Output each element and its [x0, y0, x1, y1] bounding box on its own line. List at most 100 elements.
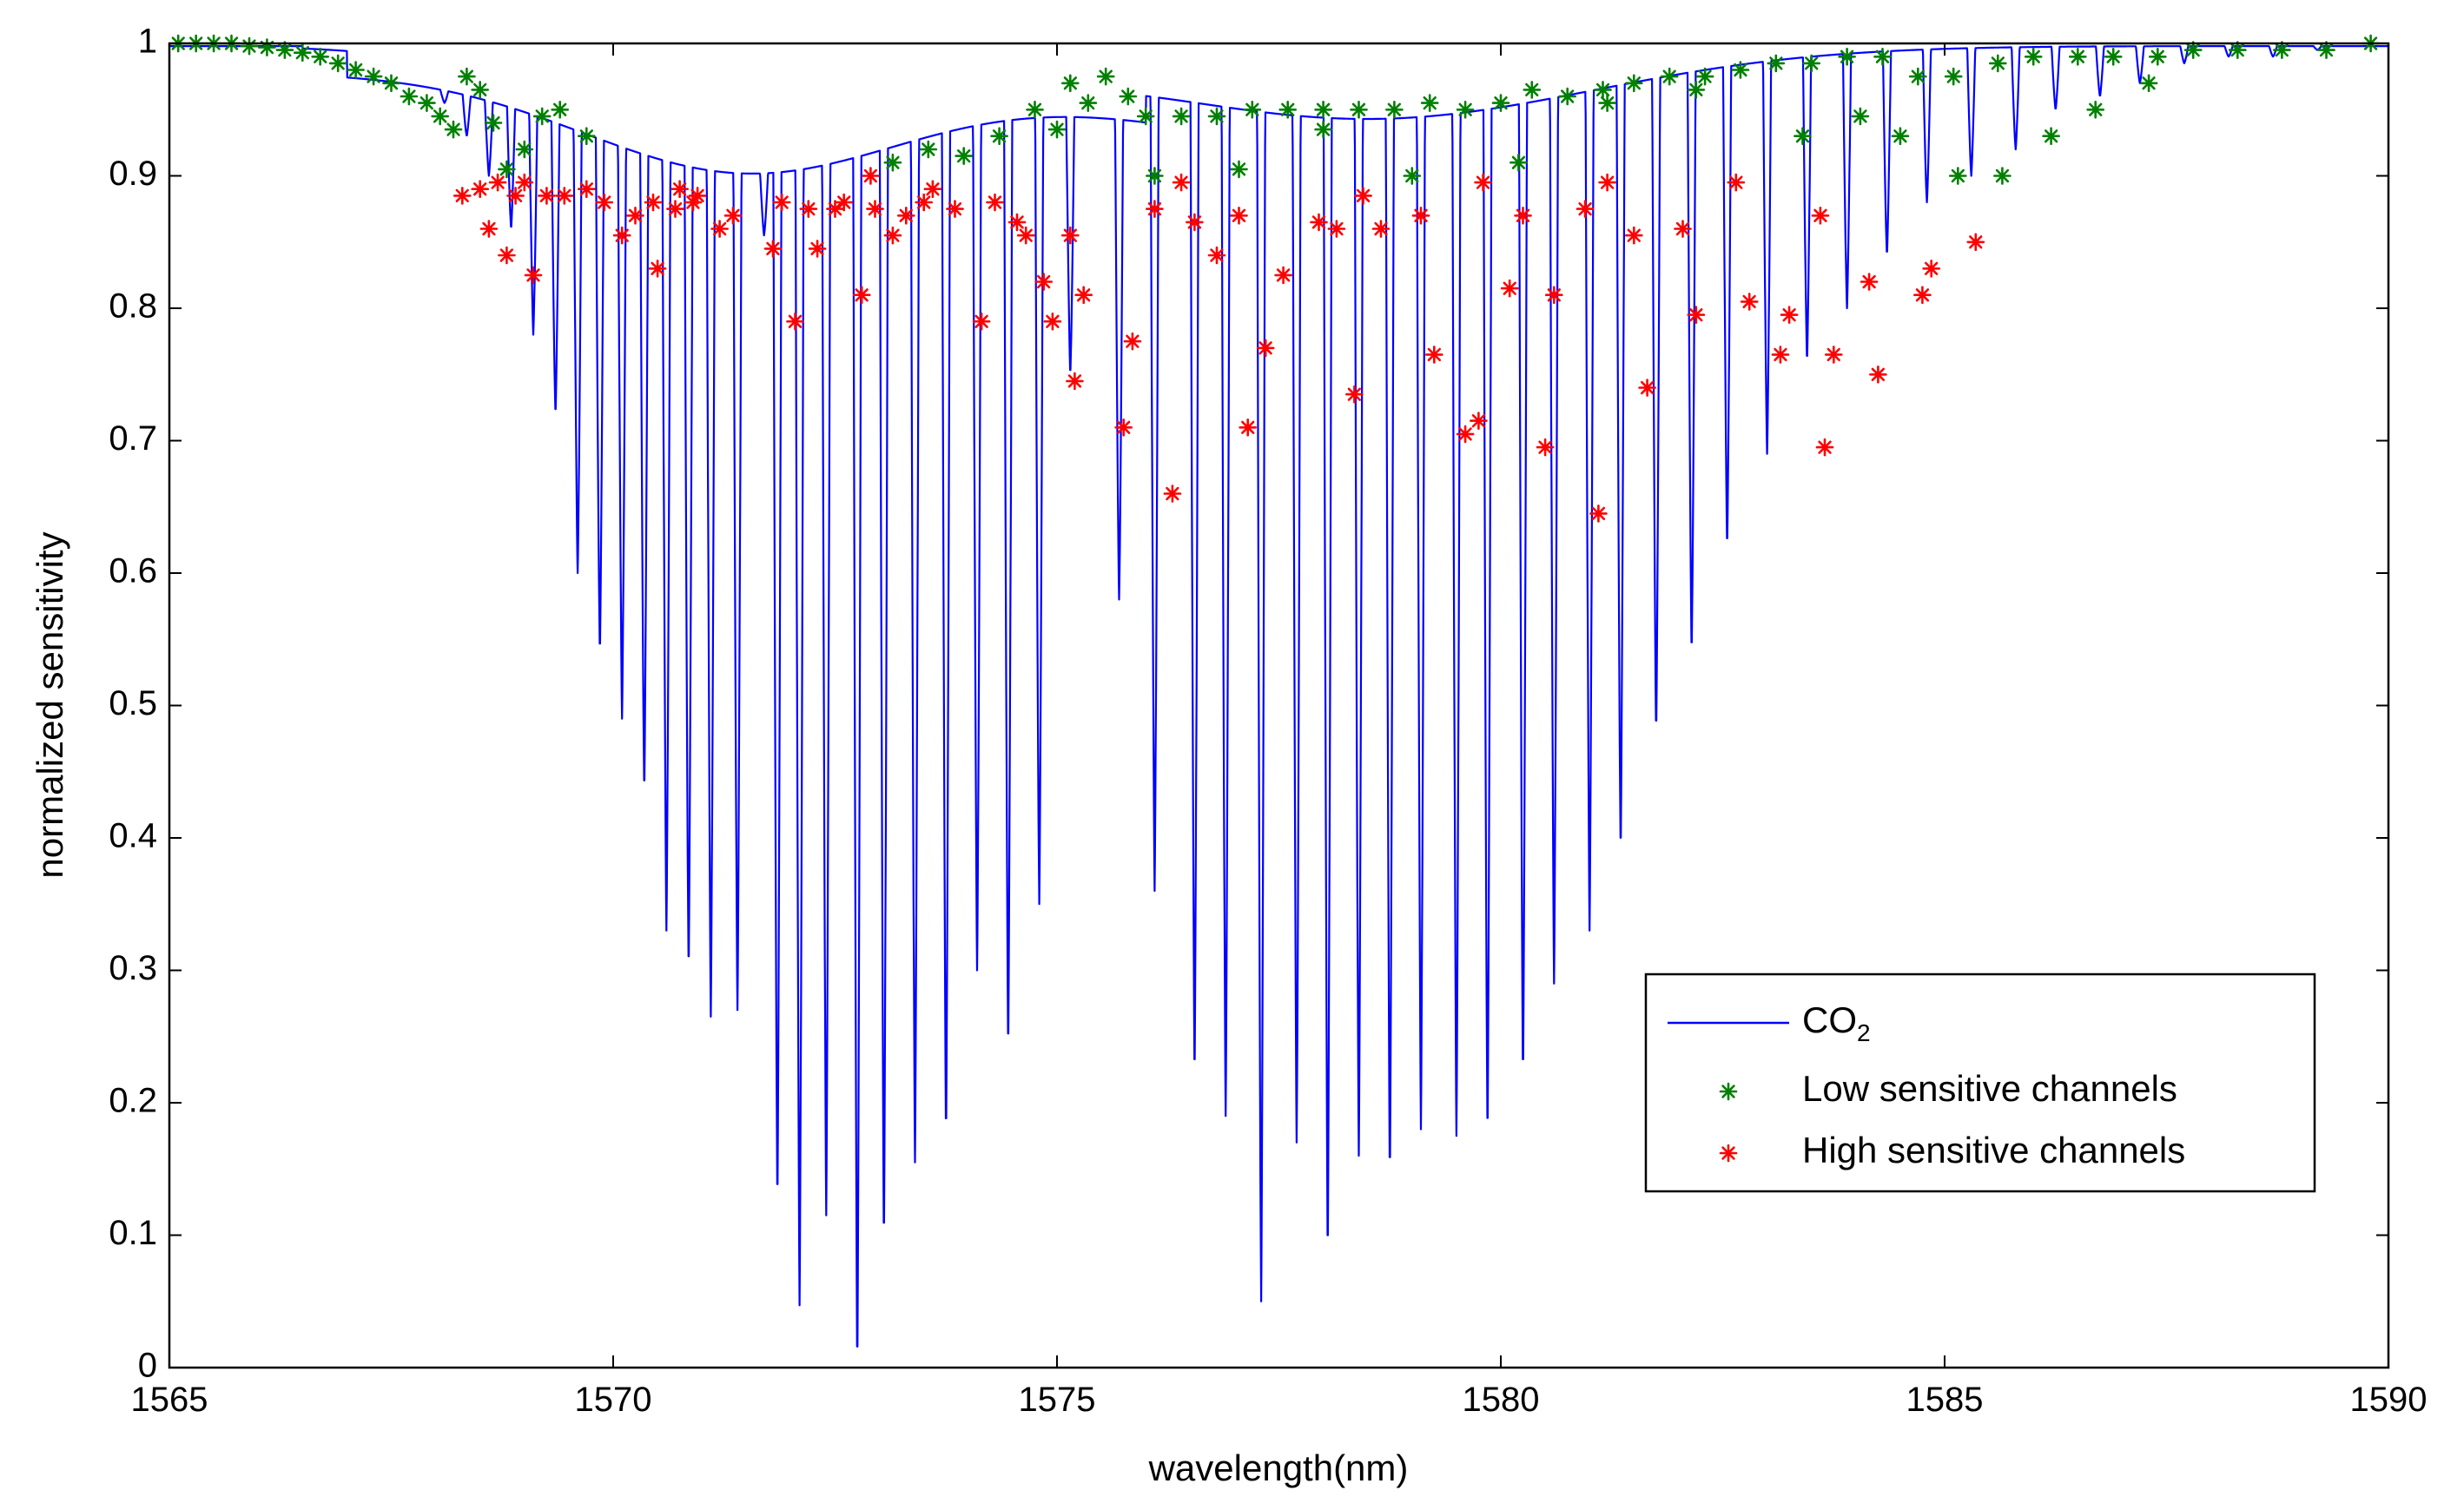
- ticks-layer: 1565 1570 1575 1580 1585 1590 0 0.1 0.2 0.3 0.4 0.5…: [109, 23, 2427, 1419]
- low-sensitive-point: [2183, 41, 2203, 59]
- high-sensitive-point: [1123, 332, 1142, 351]
- high-sensitive-point: [538, 187, 556, 205]
- high-sensitive-point: [710, 220, 729, 238]
- legend: CO2 Low sensitive channels High sensitiv…: [1644, 973, 2316, 1193]
- high-sensitive-point: [515, 173, 534, 192]
- low-sensitive-point: [444, 120, 463, 139]
- high-sensitive-point: [835, 193, 854, 212]
- low-sensitive-point: [1993, 167, 2011, 185]
- y-axis-title: normalized sensitivity: [30, 531, 70, 878]
- low-sensitive-point: [1172, 107, 1191, 126]
- high-sensitive-point: [862, 167, 880, 185]
- legend-label-co2-sub: 2: [1857, 1019, 1871, 1046]
- high-sensitive-point: [1327, 220, 1346, 238]
- high-sensitive-point: [1274, 266, 1292, 285]
- high-sensitive-point: [1074, 286, 1093, 305]
- high-sensitive-point: [688, 187, 707, 205]
- low-sensitive-point: [515, 140, 534, 159]
- low-sensitive-point: [1491, 94, 1510, 112]
- high-sensitive-point: [1474, 173, 1492, 192]
- high-sensitive-point: [1345, 385, 1364, 404]
- high-sensitive-point: [1411, 207, 1430, 225]
- low-sensitive-point: [258, 38, 276, 56]
- legend-label-co2: CO2: [1802, 999, 1871, 1046]
- low-sensitive-point: [1523, 81, 1542, 99]
- high-sensitive-point: [577, 180, 596, 198]
- high-sensitive-point: [1061, 226, 1080, 245]
- low-sensitive-point: [1767, 54, 1786, 73]
- low-sensitive-point: [1079, 94, 1098, 112]
- high-sensitive-point: [1780, 306, 1799, 324]
- low-sensitive-point: [1061, 74, 1080, 93]
- high-sensitive-point: [1239, 418, 1257, 437]
- high-sensitive-point: [1922, 259, 1940, 278]
- high-sensitive-point: [1966, 233, 1985, 252]
- low-sensitive-point: [1802, 54, 1820, 73]
- low-sensitive-point: [1838, 47, 1856, 66]
- high-sensitive-point: [1016, 226, 1035, 245]
- low-sensitive-point: [1687, 81, 1706, 99]
- high-sensitive-point: [1913, 286, 1932, 305]
- low-sensitive-point: [498, 160, 516, 179]
- high-sensitive-point: [826, 200, 844, 218]
- low-sensitive-point: [1949, 167, 1967, 185]
- high-sensitive-point: [772, 193, 791, 212]
- low-sensitive-point: [2149, 47, 2167, 66]
- low-sensitive-point: [382, 74, 400, 93]
- low-sensitive-point: [1558, 87, 1576, 106]
- high-sensitive-point: [972, 312, 991, 331]
- high-sensitive-point: [1545, 286, 1563, 305]
- low-sensitive-point: [2086, 101, 2104, 119]
- high-sensitive-point: [1114, 418, 1133, 437]
- low-sensitive-point: [1731, 61, 1750, 79]
- low-sensitive-point: [1096, 67, 1115, 86]
- low-sensitive-point: [2317, 41, 2335, 59]
- y-tick-label: 0: [138, 1347, 157, 1385]
- high-sensitive-point: [1470, 412, 1488, 430]
- low-sensitive-point: [1385, 101, 1404, 119]
- high-sensitive-point: [1186, 213, 1204, 232]
- legend-low-marker: [1719, 1082, 1738, 1101]
- low-sensitive-point: [364, 67, 383, 86]
- high-sensitive-point: [1576, 200, 1595, 218]
- low-sensitive-point: [1891, 127, 1910, 145]
- low-sensitive-point: [883, 153, 902, 172]
- low-sensitive-point: [240, 36, 259, 56]
- low-sensitive-point: [2024, 47, 2043, 66]
- high-sensitive-point: [1354, 187, 1372, 205]
- low-sensitive-point: [1989, 54, 2007, 73]
- legend-box: [1644, 973, 2316, 1193]
- high-sensitive-point: [666, 200, 684, 218]
- high-sensitive-point: [1771, 346, 1790, 364]
- low-sensitive-point: [1794, 127, 1812, 145]
- x-tick-label: 1585: [1906, 1381, 1984, 1419]
- high-sensitive-point: [1034, 273, 1053, 291]
- high-sensitive-point: [648, 259, 667, 278]
- high-sensitive-point: [1638, 379, 1656, 397]
- low-sensitive-point: [1660, 67, 1679, 86]
- low-sensitive-point: [1047, 120, 1067, 139]
- y-tick-label: 0.4: [109, 817, 157, 855]
- legend-low-star: [1719, 1082, 1738, 1101]
- low-sensitive-point: [1314, 101, 1332, 119]
- high-sensitive-point: [1371, 220, 1391, 238]
- high-sensitive-point: [453, 187, 472, 205]
- high-sensitive-point: [1456, 425, 1475, 444]
- high-sensitive-point: [524, 266, 543, 285]
- low-sensitive-point: [431, 107, 450, 126]
- low-sensitive-point: [1509, 153, 1528, 172]
- y-tick-label: 0.9: [109, 155, 157, 193]
- high-sensitive-point: [1727, 173, 1746, 192]
- high-sensitive-point: [626, 207, 644, 225]
- y-tick-label: 0.1: [109, 1214, 157, 1252]
- high-sensitive-point: [612, 226, 631, 245]
- high-sensitive-point: [1172, 173, 1191, 192]
- low-sensitive-point: [990, 127, 1008, 145]
- low-sensitive-point: [955, 147, 973, 165]
- legend-label-co2-main: CO: [1802, 999, 1857, 1040]
- low-sensitive-point: [2273, 41, 2291, 59]
- low-sensitive-point: [1909, 67, 1927, 86]
- high-sensitive-point: [555, 187, 574, 205]
- low-sensitive-point: [1207, 107, 1226, 126]
